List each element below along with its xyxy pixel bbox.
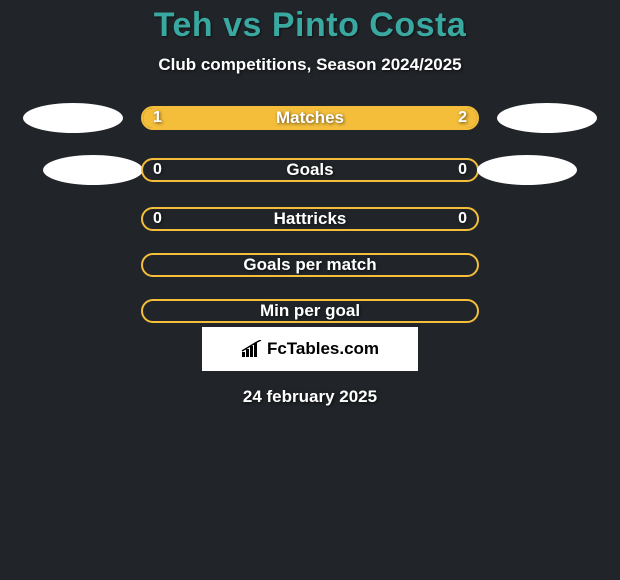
stat-value-right: 0 (458, 161, 467, 179)
stat-row: Goals per match (0, 253, 620, 277)
bar-chart-icon (241, 340, 263, 358)
stat-value-left: 0 (153, 161, 162, 179)
stat-bar: Goals0 0 (141, 158, 479, 182)
branding-text: FcTables.com (267, 339, 379, 359)
card-date: 24 february 2025 (243, 387, 377, 407)
stat-row: Goals0 0 (0, 155, 620, 185)
stat-bar: Matches12 (141, 106, 479, 130)
stat-row: Hattricks0 0 (0, 207, 620, 231)
stat-row: Matches12 (0, 103, 620, 133)
branding-box: FcTables.com (202, 327, 418, 371)
player-badge-left (23, 155, 123, 185)
stat-bar: Hattricks0 0 (141, 207, 479, 231)
stat-label: Goals per match (143, 255, 477, 275)
comparison-card: Teh vs Pinto Costa Club competitions, Se… (0, 0, 620, 580)
stat-label: Min per goal (143, 301, 477, 321)
stat-value-left: 0 (153, 210, 162, 228)
stat-value-right: 0 (458, 210, 467, 228)
card-title: Teh vs Pinto Costa (154, 6, 467, 45)
bar-fill-left (143, 108, 254, 128)
card-subtitle: Club competitions, Season 2024/2025 (158, 55, 461, 75)
stat-bar: Goals per match (141, 253, 479, 277)
stat-label: Hattricks (143, 209, 477, 229)
stats-region: Matches12Goals00Hattricks00Goals per mat… (0, 103, 620, 323)
bar-fill-right (254, 108, 477, 128)
stat-bar: Min per goal (141, 299, 479, 323)
stat-label: Goals (143, 160, 477, 180)
stat-row: Min per goal (0, 299, 620, 323)
player-badge-right (497, 155, 597, 185)
player-badge-right (497, 103, 597, 133)
player-badge-left (23, 103, 123, 133)
